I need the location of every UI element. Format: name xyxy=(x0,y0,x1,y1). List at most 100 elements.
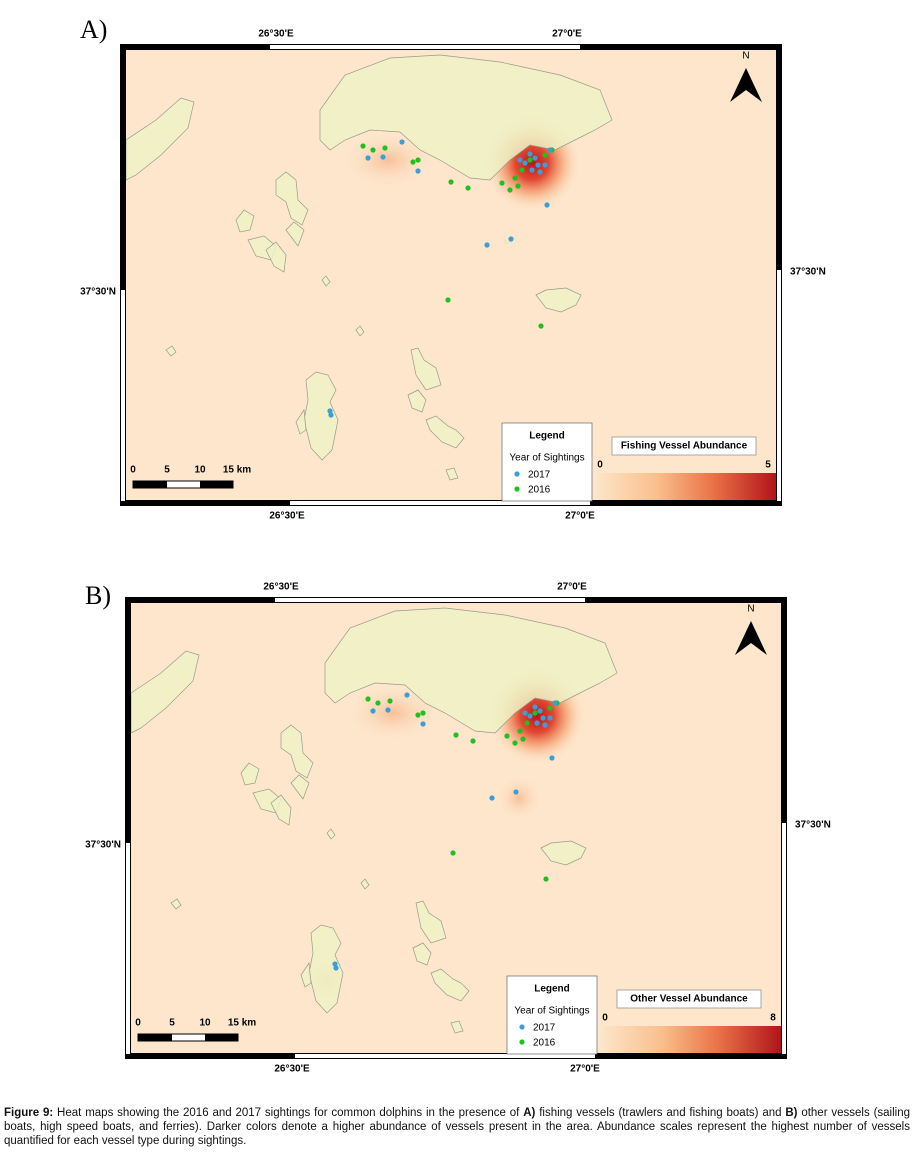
coord-label: 26°30'E xyxy=(274,1064,310,1075)
abundance-title-box xyxy=(611,436,757,456)
sighting-dot xyxy=(547,147,553,153)
legend-subtitle: Year of Sightings xyxy=(514,1006,589,1017)
figure-caption: Figure 9: Heat maps showing the 2016 and… xyxy=(4,1106,910,1148)
sighting-dot xyxy=(365,155,371,161)
island xyxy=(407,389,427,413)
figure: 26°30'E 27°0'E 26°30'E 27°0'E 37°30'N 37°30'N… xyxy=(80,15,831,1075)
island xyxy=(425,415,465,449)
sighting-dot xyxy=(333,965,339,971)
abundance-title: Fishing Vessel Abundance xyxy=(621,441,748,452)
sighting-dot xyxy=(522,160,528,166)
island xyxy=(430,968,470,1002)
island xyxy=(295,408,307,435)
sighting-dot xyxy=(448,179,454,185)
sighting-dot xyxy=(515,183,521,189)
island xyxy=(450,1020,464,1034)
scale-label: 10 xyxy=(199,1018,211,1029)
scale-bar xyxy=(200,481,233,488)
sighting-dot xyxy=(470,738,476,744)
sighting-dot xyxy=(489,795,495,801)
sighting-dot xyxy=(517,157,523,163)
coord-label: 37°30'N xyxy=(790,267,826,278)
island xyxy=(415,900,447,944)
scale-bar xyxy=(205,1034,238,1041)
sighting-dot xyxy=(540,715,546,721)
coord-label: 27°0'E xyxy=(565,511,595,522)
island xyxy=(355,325,365,337)
legend-swatch xyxy=(514,486,520,492)
legend-swatch xyxy=(519,1024,525,1030)
island xyxy=(275,171,309,226)
scale-label: 5 xyxy=(169,1018,175,1029)
coord-label: 37°30'N xyxy=(80,287,116,298)
sighting-dot xyxy=(520,736,526,742)
legend-swatch xyxy=(519,1039,525,1045)
scale-label: 15 km xyxy=(223,465,251,476)
coord-label: 37°30'N xyxy=(85,840,121,851)
scale-label: 15 km xyxy=(228,1018,256,1029)
north-label: N xyxy=(747,604,754,615)
legend-title: Legend xyxy=(529,431,565,442)
abundance-max: 5 xyxy=(765,460,771,471)
sighting-dot xyxy=(504,733,510,739)
panel-label: B) xyxy=(85,581,111,610)
island xyxy=(240,762,260,786)
sighting-dot xyxy=(532,710,538,716)
map-panel: 26°30'E 27°0'E 26°30'E 27°0'E 37°30'N 37°30'N… xyxy=(80,29,826,522)
caption-text: Heat maps showing the 2016 and 2017 sigh… xyxy=(53,1107,524,1119)
abundance-scale xyxy=(598,1026,781,1053)
sighting-dot xyxy=(420,721,426,727)
sighting-dot xyxy=(445,297,451,303)
sighting-dot xyxy=(375,700,381,706)
sighting-dot xyxy=(399,139,405,145)
sighting-dot xyxy=(522,710,528,716)
legend-subtitle: Year of Sightings xyxy=(509,453,584,464)
map-panel: 26°30'E 27°0'E 26°30'E 27°0'E 37°30'N 37°30'N… xyxy=(85,582,831,1075)
sighting-dot xyxy=(532,704,538,710)
sighting-dot xyxy=(547,715,553,721)
sighting-dot xyxy=(484,242,490,248)
island xyxy=(410,347,442,391)
island xyxy=(360,878,370,890)
sighting-dot xyxy=(360,143,366,149)
caption-label: Figure 9: xyxy=(4,1107,54,1119)
island xyxy=(300,961,312,988)
sighting-dot xyxy=(542,162,548,168)
sighting-dot xyxy=(508,236,514,242)
sighting-dot xyxy=(365,696,371,702)
sighting-dot xyxy=(527,157,533,163)
island xyxy=(165,345,177,357)
sighting-dot xyxy=(527,151,533,157)
sighting-dot xyxy=(527,713,533,719)
sighting-dot xyxy=(499,180,505,186)
sighting-dot xyxy=(538,323,544,329)
sighting-dot xyxy=(328,412,334,418)
abundance-scale xyxy=(593,473,776,500)
sighting-dot xyxy=(382,145,388,151)
sighting-dot xyxy=(404,692,410,698)
legend-label: 2017 xyxy=(528,470,551,481)
sighting-dot xyxy=(465,185,471,191)
island xyxy=(324,607,618,734)
island xyxy=(535,287,582,313)
sighting-dot xyxy=(512,175,518,181)
north-arrow xyxy=(735,621,751,655)
sighting-dot xyxy=(332,961,338,967)
coord-label: 37°30'N xyxy=(795,820,831,831)
heat-soft xyxy=(497,776,541,820)
sighting-dot xyxy=(513,789,519,795)
sighting-dot xyxy=(415,712,421,718)
sighting-dot xyxy=(512,740,518,746)
coord-label: 26°30'E xyxy=(269,511,305,522)
sighting-dot xyxy=(542,722,548,728)
panel-label: A) xyxy=(80,15,107,44)
sighting-dot xyxy=(420,710,426,716)
sighting-dot xyxy=(507,187,513,193)
sighting-dot xyxy=(529,167,535,173)
sighting-dot xyxy=(380,154,386,160)
sighting-dot xyxy=(415,157,421,163)
sighting-dot xyxy=(535,162,541,168)
sighting-dot xyxy=(519,167,525,173)
island xyxy=(130,650,200,734)
